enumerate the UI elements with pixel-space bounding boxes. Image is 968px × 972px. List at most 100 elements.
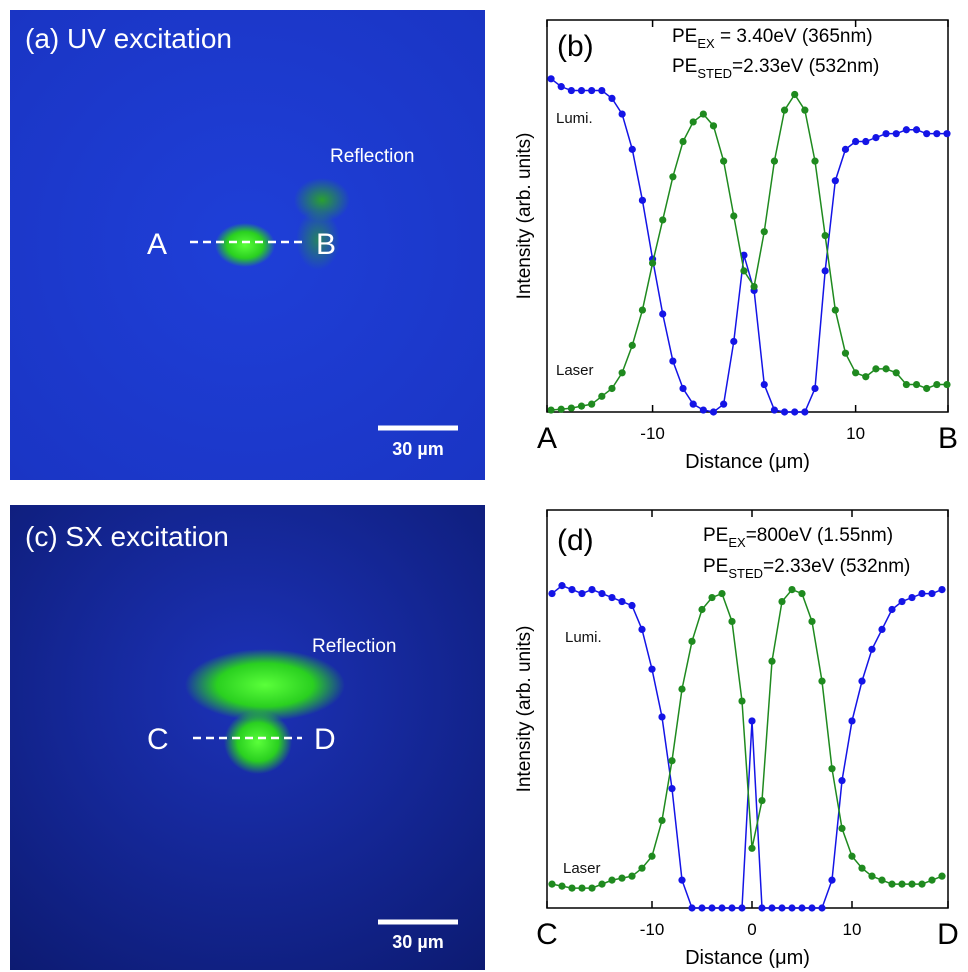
reflection-label: Reflection: [312, 636, 397, 657]
line-start: C: [147, 723, 169, 756]
data-point: [638, 306, 647, 314]
data-point: [943, 380, 951, 389]
series-line: [551, 584, 943, 909]
data-point: [689, 118, 697, 126]
data-point: [618, 597, 626, 606]
data-point: [638, 625, 646, 634]
plot-frame: [546, 509, 949, 909]
data-point: [588, 586, 596, 594]
annotation-main: PE: [703, 525, 728, 546]
line-end: D: [314, 723, 336, 756]
data-point: [750, 282, 758, 291]
data-point: [912, 126, 921, 134]
data-point: [547, 406, 555, 414]
data-point: [768, 657, 776, 665]
data-point: [618, 874, 626, 882]
data-point: [770, 157, 779, 165]
data-point: [748, 717, 756, 725]
data-point: [738, 904, 746, 912]
data-point: [902, 126, 910, 134]
annotation-rest: = 3.40eV (365nm): [715, 26, 873, 47]
x-tick-label: D: [937, 918, 959, 951]
data-point: [798, 589, 806, 598]
series-label: Laser: [556, 362, 594, 379]
data-point: [748, 844, 756, 852]
data-point: [679, 384, 687, 393]
data-point: [801, 408, 809, 416]
data-point: [658, 816, 666, 825]
data-point: [628, 601, 636, 610]
data-point: [708, 593, 716, 602]
scale-bar-label: 30 µm: [392, 439, 443, 459]
data-point: [548, 589, 556, 598]
data-point: [709, 408, 718, 416]
data-point: [638, 864, 646, 872]
data-point: [831, 306, 839, 314]
y-axis-label: Intensity (arb. units): [514, 626, 535, 793]
data-point: [858, 864, 866, 872]
data-point: [888, 605, 896, 614]
data-point: [659, 216, 667, 224]
data-point: [738, 697, 746, 705]
data-point: [882, 365, 890, 373]
data-point: [841, 349, 850, 357]
data-point: [868, 872, 876, 880]
image-c: (c) SX excitation Reflection C D 30 µm: [10, 505, 485, 970]
series-line: [550, 78, 947, 413]
reflection-spot: [296, 210, 340, 270]
annotation-main: PE: [672, 26, 697, 47]
annotation: PESTED=2.33eV (532nm): [672, 56, 879, 81]
data-point: [831, 177, 839, 185]
data-point: [728, 904, 736, 912]
data-point: [808, 904, 816, 912]
reflection-spot: [294, 178, 350, 222]
data-point: [648, 665, 656, 673]
data-point: [938, 586, 946, 594]
data-point: [852, 369, 860, 377]
data-point: [648, 259, 657, 267]
data-point: [872, 134, 880, 142]
data-point: [588, 884, 596, 892]
data-point: [818, 677, 826, 685]
x-tick-label: C: [536, 918, 558, 951]
data-point: [608, 384, 616, 393]
annotation: PEEX = 3.40eV (365nm): [672, 26, 873, 51]
luminescence-spot: [215, 223, 275, 267]
data-point: [821, 267, 829, 275]
annotation-rest: =800eV (1.55nm): [746, 525, 893, 546]
data-point: [912, 380, 921, 389]
y-axis-label: Intensity (arb. units): [514, 133, 535, 300]
data-point: [628, 872, 636, 880]
data-point: [892, 130, 900, 138]
data-point: [577, 86, 586, 95]
data-point: [669, 357, 677, 365]
chart: Lumi. Laser A -10 10 B Distance (μm) Intensity …: [514, 19, 958, 473]
data-point: [567, 86, 575, 95]
data-point: [760, 380, 768, 389]
data-point: [811, 384, 819, 393]
data-point: [908, 593, 916, 602]
data-point: [678, 876, 686, 884]
image-title: (a) UV excitation: [25, 23, 232, 54]
data-point: [898, 597, 906, 606]
data-point: [780, 106, 789, 114]
data-point: [648, 852, 656, 860]
series-label: Lumi.: [556, 110, 593, 127]
data-point: [828, 765, 836, 773]
data-point: [730, 337, 738, 346]
annotation-subscript: EX: [697, 36, 715, 51]
series-line: [551, 93, 947, 411]
data-point: [628, 145, 636, 153]
data-point: [928, 589, 936, 598]
chart: Lumi. Laser C -10 0 10 D Distance (μm) Intensity…: [514, 509, 959, 969]
data-point: [882, 130, 890, 138]
data-point: [577, 402, 586, 410]
data-point: [862, 137, 870, 146]
data-point: [698, 904, 706, 912]
data-point: [578, 884, 586, 892]
data-point: [760, 228, 768, 236]
line-start: A: [147, 228, 167, 261]
data-point: [872, 365, 880, 373]
data-point: [918, 589, 926, 598]
data-point: [679, 137, 687, 146]
